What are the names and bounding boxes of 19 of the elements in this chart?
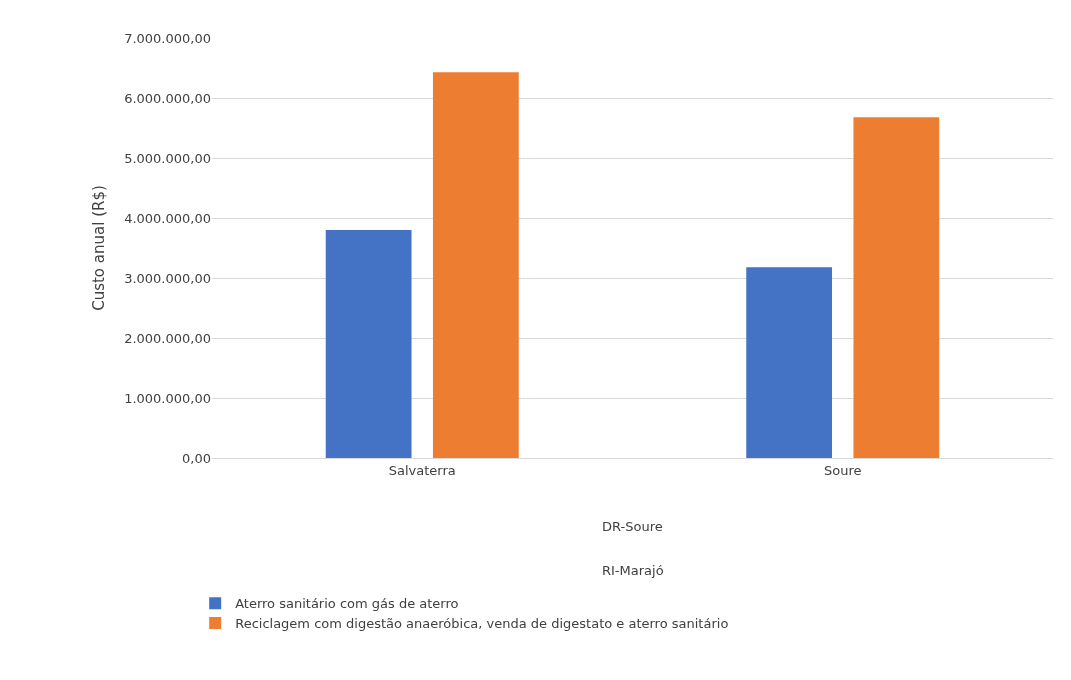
y-tick-label: 7.000.000,00 <box>124 30 211 46</box>
y-tick-label: 3.000.000,00 <box>124 270 211 286</box>
bar <box>853 117 940 458</box>
x-tick-label: Salvaterra <box>388 462 456 478</box>
legend-label: Aterro sanitário com gás de aterro <box>235 596 459 612</box>
y-tick-label: 5.000.000,00 <box>124 150 211 166</box>
legend-label: Reciclagem com digestão anaeróbica, venda de digestato e aterro sanitário <box>235 616 729 632</box>
text: DR-Soure <box>602 519 663 534</box>
y-tick-label: 0,00 <box>182 450 211 466</box>
bar <box>746 267 833 458</box>
y-axis-title: Custo anual (R$) <box>90 185 109 311</box>
y-tick-label: 2.000.000,00 <box>124 330 211 346</box>
y-tick-label: 6.000.000,00 <box>124 90 211 106</box>
bar <box>325 230 412 458</box>
text: RI-Marajó <box>602 563 664 578</box>
y-tick-label: 4.000.000,00 <box>124 210 211 226</box>
y-tick-label: 1.000.000,00 <box>124 390 211 406</box>
x-tick-label: Soure <box>823 462 862 478</box>
bar <box>432 72 519 458</box>
